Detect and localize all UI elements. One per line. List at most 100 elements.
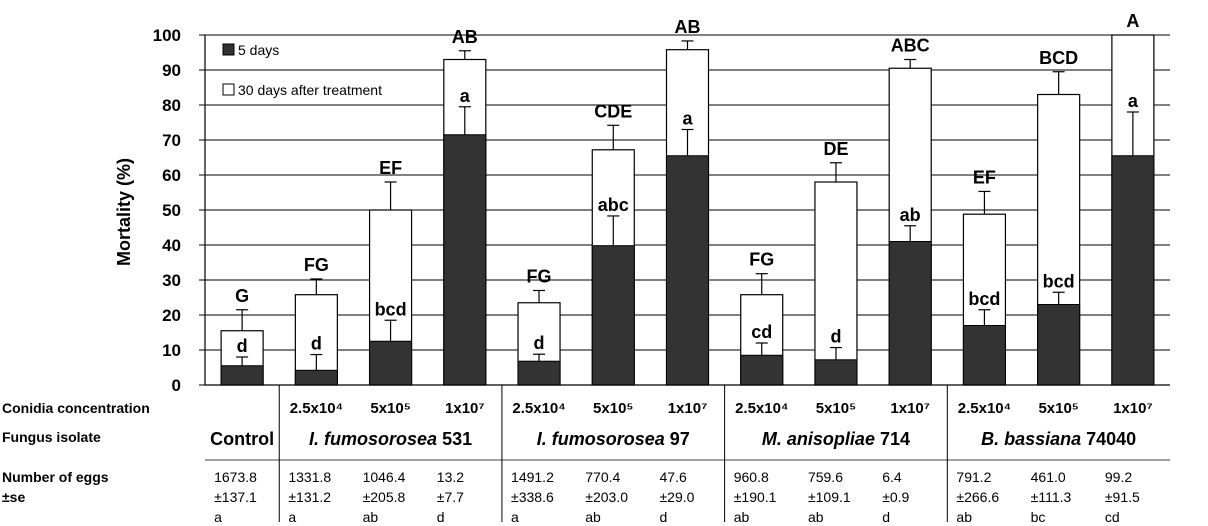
eggs-mean: 1331.8 <box>288 469 331 485</box>
significance-letter-5-days: a <box>682 109 693 129</box>
y-tick-label: 10 <box>162 341 181 360</box>
eggs-se: ±203.0 <box>585 489 628 505</box>
y-tick-label: 20 <box>162 306 181 325</box>
concentration-label: 5x10⁵ <box>816 400 856 417</box>
significance-letter-5-days: ab <box>900 205 921 225</box>
eggs-mean: 759.6 <box>808 469 843 485</box>
letter-background <box>457 85 472 105</box>
concentration-label: 1x10⁷ <box>445 400 485 417</box>
significance-letter-30-days: DE <box>823 139 848 159</box>
bar-5-days <box>1037 304 1081 386</box>
concentration-label: 5x10⁵ <box>593 400 633 417</box>
isolate-label: Control <box>210 429 274 449</box>
significance-letter-5-days: a <box>460 86 471 106</box>
data-table: Conidia concentration Fungus isolate Num… <box>2 385 1170 525</box>
letter-background <box>680 108 695 128</box>
axes: 0 10 20 30 40 50 60 70 80 90 100 <box>153 26 1170 395</box>
eggs-se: ±190.1 <box>734 489 777 505</box>
letter-background <box>1125 91 1140 110</box>
significance-letter-30-days: FG <box>304 255 329 275</box>
eggs-letter: d <box>437 509 445 525</box>
eggs-mean: 13.2 <box>437 469 464 485</box>
y-tick-label: 80 <box>162 96 181 115</box>
significance-letter-30-days: BCD <box>1039 48 1078 68</box>
concentration-label: 5x10⁵ <box>370 400 410 417</box>
bar-5-days <box>962 325 1006 386</box>
bar-5-days <box>294 369 338 386</box>
eggs-mean: 47.6 <box>660 469 687 485</box>
eggs-letter: ab <box>808 509 824 525</box>
significance-letter-30-days: ABC <box>891 36 930 56</box>
bar-5-days <box>740 354 784 386</box>
significance-letter-5-days: bcd <box>1043 271 1075 291</box>
significance-letter-30-days: A <box>1126 11 1139 31</box>
eggs-se: ±338.6 <box>511 489 554 505</box>
concentration-label: 1x10⁷ <box>1113 400 1153 417</box>
bar-5-days <box>591 245 635 386</box>
bar-5-days <box>1111 155 1155 386</box>
significance-letter-5-days: a <box>1128 91 1139 111</box>
y-tick-label: 100 <box>153 26 181 45</box>
eggs-letter: a <box>288 509 296 525</box>
eggs-letter: d <box>882 509 890 525</box>
eggs-mean: 1491.2 <box>511 469 554 485</box>
significance-letter-5-days: abc <box>598 195 629 215</box>
y-axis-label: Mortality (%) <box>114 158 134 266</box>
concentration-label: 5x10⁵ <box>1038 400 1078 417</box>
y-tick-label: 90 <box>162 61 181 80</box>
eggs-letter: ab <box>585 509 601 525</box>
significance-letter-5-days: d <box>534 333 545 353</box>
eggs-letter: ab <box>363 509 379 525</box>
eggs-se: ±137.1 <box>214 489 257 505</box>
isolate-label: I. fumosorosea 531 <box>309 429 472 449</box>
bars: Gd FG d EF bcd AB a FG d CDE abc AB a FG cd DE d ABC ab EF b… <box>220 11 1155 386</box>
letter-background <box>1041 271 1077 291</box>
legend: 5 days 30 days after treatment <box>222 42 382 98</box>
concentration-label: 1x10⁷ <box>668 400 708 417</box>
row-label-conidia: Conidia concentration <box>2 400 150 416</box>
y-tick-label: 70 <box>162 131 181 150</box>
eggs-mean: 99.2 <box>1105 469 1132 485</box>
significance-letter-30-days: FG <box>749 250 774 270</box>
letter-background <box>532 333 547 353</box>
y-tick-label: 30 <box>162 271 181 290</box>
eggs-mean: 791.2 <box>956 469 991 485</box>
significance-letter-30-days: CDE <box>594 101 632 121</box>
bar-5-days <box>517 360 561 386</box>
row-label-eggs: Number of eggs <box>2 469 109 485</box>
eggs-letter: ab <box>956 509 972 525</box>
eggs-letter: d <box>660 509 668 525</box>
eggs-letter: ab <box>734 509 750 525</box>
significance-letter-30-days: FG <box>527 267 552 287</box>
legend-label-5-days: 5 days <box>238 42 279 58</box>
bar-5-days <box>888 241 932 386</box>
letter-background <box>749 322 774 341</box>
eggs-se: ±131.2 <box>288 489 331 505</box>
y-tick-label: 60 <box>162 166 181 185</box>
eggs-se: ±91.5 <box>1105 489 1140 505</box>
row-label-se: ±se <box>2 489 25 505</box>
significance-letter-30-days: AB <box>452 27 478 47</box>
legend-swatch-30-days <box>222 83 235 96</box>
eggs-mean: 770.4 <box>585 469 620 485</box>
significance-letter-5-days: bcd <box>968 289 1000 309</box>
concentration-label: 2.5x10⁴ <box>290 400 343 417</box>
eggs-se: ±0.9 <box>882 489 909 505</box>
concentration-label: 2.5x10⁴ <box>735 400 788 417</box>
eggs-mean: 960.8 <box>734 469 769 485</box>
significance-letter-5-days: cd <box>751 322 772 342</box>
letter-background <box>828 326 843 346</box>
significance-letter-5-days: d <box>311 334 322 354</box>
significance-letter-30-days: EF <box>973 167 996 187</box>
eggs-letter: bc <box>1031 509 1046 525</box>
eggs-mean: 6.4 <box>882 469 902 485</box>
significance-letter-5-days: d <box>830 327 841 347</box>
y-tick-label: 50 <box>162 201 181 220</box>
significance-letter-30-days: AB <box>675 17 701 37</box>
y-tick-label: 40 <box>162 236 181 255</box>
letter-background <box>235 336 250 355</box>
significance-letter-30-days: EF <box>379 158 402 178</box>
bar-5-days <box>369 340 413 386</box>
letter-background <box>373 299 409 319</box>
eggs-mean: 1673.8 <box>214 469 257 485</box>
